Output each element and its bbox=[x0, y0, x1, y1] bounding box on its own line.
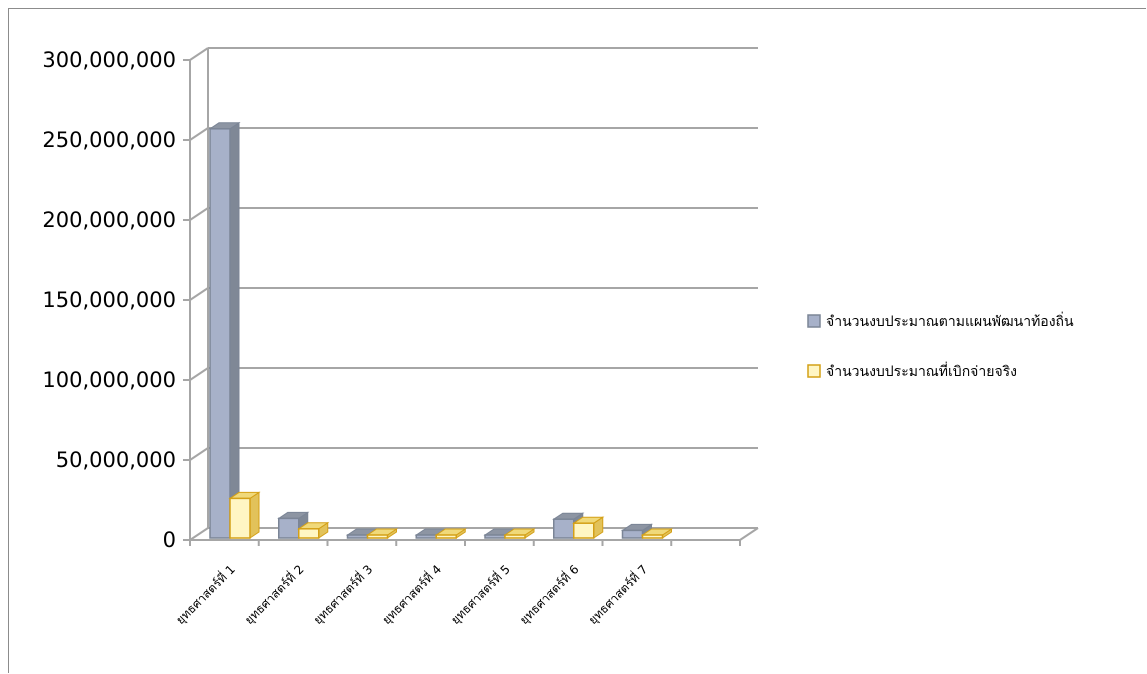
chart-walls bbox=[189, 48, 759, 546]
gridline-depth bbox=[189, 47, 209, 61]
bar-front bbox=[298, 528, 320, 539]
x-tick-label: ยุทธศาสตร์ที่ 5 bbox=[447, 561, 514, 628]
gridline-depth bbox=[189, 447, 209, 461]
bar-front bbox=[484, 534, 506, 539]
gridline-depth bbox=[189, 287, 209, 301]
floor-right-edge bbox=[739, 527, 759, 541]
bar-front bbox=[621, 529, 644, 539]
legend: จำนวนงบประมาณตามแผนพัฒนาท้องถิ่นจำนวนงบป… bbox=[807, 312, 1074, 380]
bar-2-4 bbox=[434, 528, 467, 539]
bar-2-6 bbox=[572, 516, 605, 539]
bar-2-2 bbox=[297, 521, 330, 539]
bar-front bbox=[229, 497, 251, 539]
y-tick-label: 300,000,000 bbox=[42, 48, 176, 72]
legend-label: จำนวนงบประมาณตามแผนพัฒนาท้องถิ่น bbox=[826, 312, 1074, 330]
y-axis-tick-labels: 0 50,000,000 100,000,000 150,000,000 200,000… bbox=[42, 48, 176, 552]
gridline-depth bbox=[189, 367, 209, 381]
bar-front bbox=[366, 534, 389, 539]
bar-side bbox=[229, 121, 240, 539]
bars bbox=[208, 121, 674, 539]
bar-2-3 bbox=[365, 528, 399, 539]
y-tick-label: 250,000,000 bbox=[42, 128, 176, 152]
legend-label: จำนวนงบประมาณที่เบิกจ่ายจริง bbox=[826, 362, 1017, 380]
bar-front bbox=[435, 534, 457, 539]
gridlines bbox=[183, 47, 758, 541]
bar-2-1 bbox=[228, 491, 261, 539]
y-tick-label: 200,000,000 bbox=[42, 208, 176, 232]
y-tick-label: 0 bbox=[163, 528, 176, 552]
x-axis-tick-labels: ยุทธศาสตร์ที่ 1 ยุทธศาสตร์ที่ 2 ยุทธศาสตร์… bbox=[172, 561, 651, 628]
bar-front bbox=[641, 534, 664, 539]
bar-front bbox=[573, 522, 595, 539]
bar-side bbox=[249, 491, 260, 539]
x-tick-label: ยุทธศาสตร์ที่ 7 bbox=[584, 561, 651, 628]
y-tick-label: 100,000,000 bbox=[42, 368, 176, 392]
bar-front bbox=[553, 518, 575, 539]
bar-front bbox=[346, 534, 369, 539]
bar-front bbox=[504, 534, 526, 539]
legend-swatch bbox=[807, 364, 821, 378]
gridline-depth bbox=[189, 527, 209, 541]
bar-1-1 bbox=[208, 121, 241, 539]
x-tick-label: ยุทธศาสตร์ที่ 4 bbox=[378, 561, 445, 628]
bar-front bbox=[209, 128, 231, 539]
x-tick-label: ยุทธศาสตร์ที่ 3 bbox=[309, 561, 376, 628]
bar-2-7 bbox=[640, 528, 674, 539]
bar-front bbox=[415, 534, 437, 539]
chart-frame bbox=[8, 8, 1146, 673]
gridline-depth bbox=[189, 207, 209, 221]
bar-front bbox=[278, 517, 300, 539]
bar-2-5 bbox=[503, 528, 536, 539]
legend-swatch bbox=[807, 314, 821, 328]
gridline-depth bbox=[189, 127, 209, 141]
y-tick-label: 50,000,000 bbox=[56, 448, 176, 472]
y-tick-label: 150,000,000 bbox=[42, 288, 176, 312]
x-tick-label: ยุทธศาสตร์ที่ 1 bbox=[172, 561, 239, 628]
x-tick-label: ยุทธศาสตร์ที่ 6 bbox=[516, 561, 583, 628]
x-tick-label: ยุทธศาสตร์ที่ 2 bbox=[241, 561, 308, 628]
